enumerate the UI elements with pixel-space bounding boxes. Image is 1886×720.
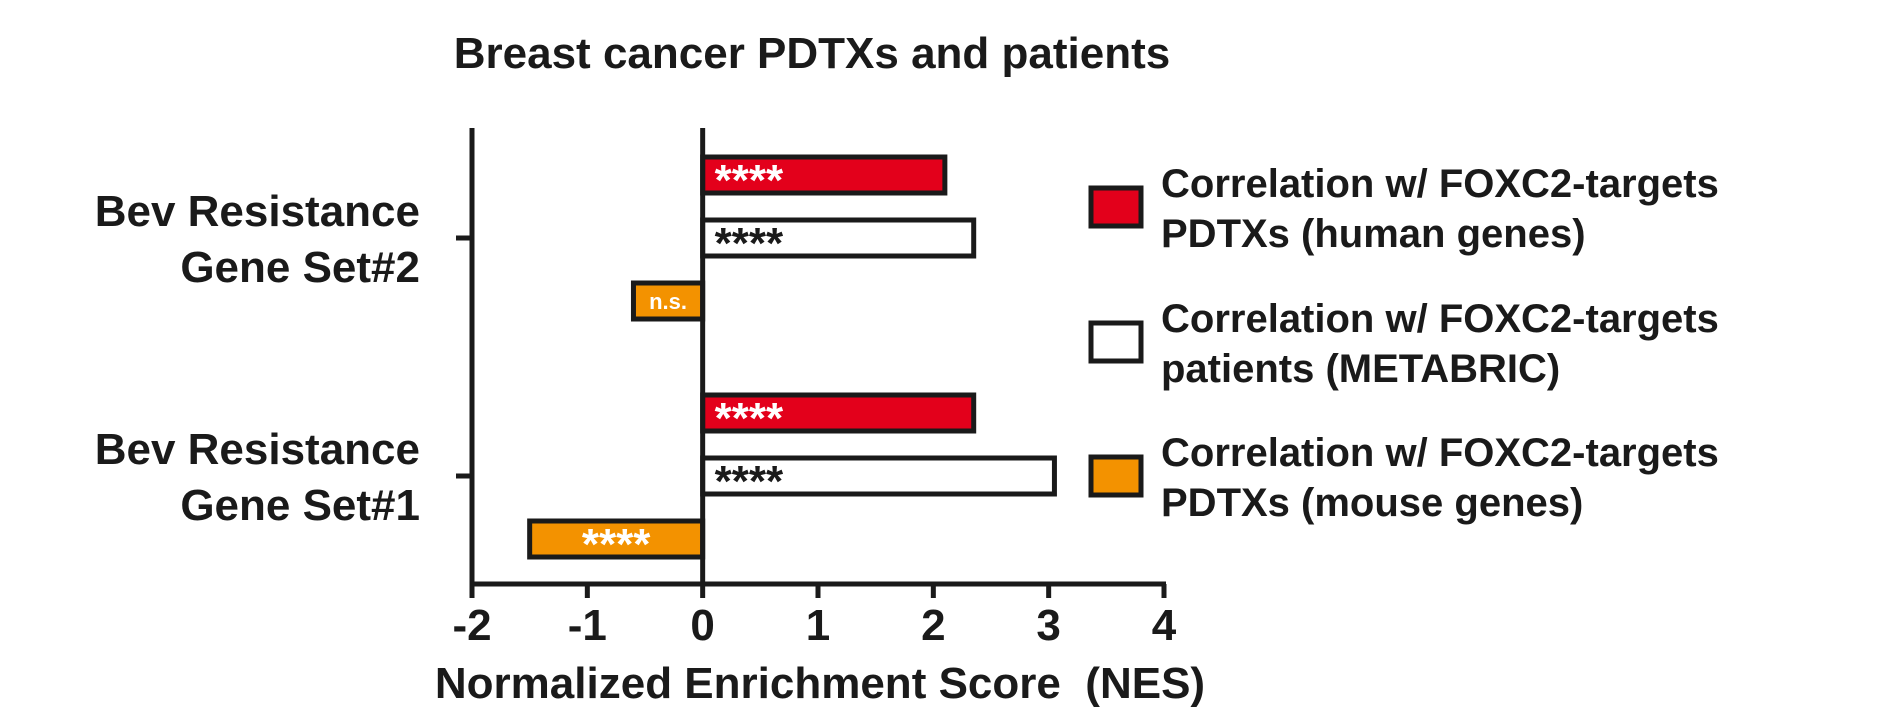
significance-label: ****: [715, 457, 784, 506]
legend-label: patients (METABRIC): [1161, 347, 1560, 391]
legend-swatch: [1088, 185, 1144, 229]
bar: [700, 392, 977, 434]
category-label: Bev Resistance: [95, 187, 420, 236]
chart-title: Breast cancer PDTXs and patients: [454, 29, 1170, 78]
category-label: Gene Set#1: [180, 481, 420, 530]
legend: Correlation w/ FOXC2-targets PDTXs (human…: [1088, 162, 1719, 525]
legend-label: Correlation w/ FOXC2-targets: [1161, 162, 1719, 206]
x-tick-label: 2: [921, 601, 945, 650]
x-tick-label: 3: [1036, 601, 1060, 650]
x-tick-label: 4: [1152, 601, 1177, 650]
x-tick-label: 0: [690, 601, 714, 650]
x-tick-label: -1: [568, 601, 607, 650]
axes-group: [469, 128, 1166, 587]
legend-swatch: [1088, 320, 1144, 364]
legend-swatch: [1088, 454, 1144, 498]
significance-label: ****: [582, 520, 651, 569]
legend-label: PDTXs (human genes): [1161, 212, 1586, 256]
bars-group: **** **** n.s. **** **** ****: [527, 154, 1057, 569]
significance-label: ****: [715, 219, 784, 268]
legend-label: Correlation w/ FOXC2-targets: [1161, 297, 1719, 341]
legend-label: PDTXs (mouse genes): [1161, 481, 1583, 525]
significance-label: n.s.: [649, 289, 687, 314]
category-labels-group: Bev Resistance Gene Set#2 Bev Resistance Ge…: [95, 187, 420, 530]
legend-label: Correlation w/ FOXC2-targets: [1161, 431, 1719, 475]
x-axis-title: Normalized Enrichment Score (NES): [435, 659, 1205, 708]
ticks-group: -2 -1 0 1 2 3 4: [452, 235, 1177, 650]
category-label: Gene Set#2: [180, 243, 420, 292]
bar: [700, 455, 1057, 497]
category-label: Bev Resistance: [95, 425, 420, 474]
significance-label: ****: [715, 156, 784, 205]
x-tick-label: -2: [452, 601, 491, 650]
significance-label: ****: [715, 394, 784, 443]
x-tick-label: 1: [806, 601, 830, 650]
